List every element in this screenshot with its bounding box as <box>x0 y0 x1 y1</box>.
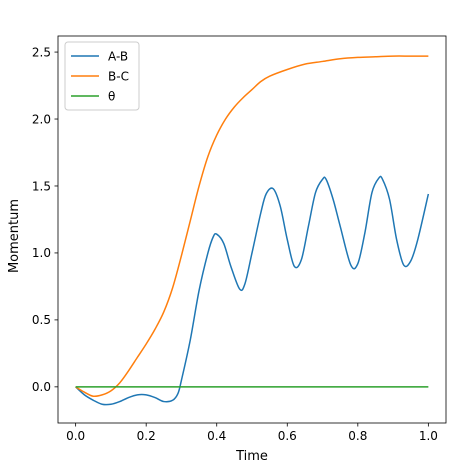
legend-label-3: θ <box>108 89 115 103</box>
x-tick-label: 0.8 <box>348 429 367 443</box>
x-tick-label: 0.0 <box>66 429 85 443</box>
y-axis: 0.0 0.5 1.0 1.5 2.0 2.5 <box>32 45 58 394</box>
legend-label-2: B-C <box>108 69 129 83</box>
series-line-1 <box>75 175 430 406</box>
series-layer <box>75 55 430 406</box>
x-axis: 0.0 0.2 0.4 0.6 0.8 1.0 <box>66 423 438 443</box>
axes-frame <box>57 35 447 424</box>
x-tick-label: 0.4 <box>207 429 226 443</box>
series-line-2 <box>75 55 429 398</box>
x-tick-label: 0.6 <box>278 429 297 443</box>
axes-spines <box>57 35 447 424</box>
y-tick-label: 2.5 <box>32 45 51 59</box>
y-tick-label: 0.5 <box>32 313 51 327</box>
x-axis-title: Time <box>235 449 268 462</box>
y-tick-label: 0.0 <box>32 380 51 394</box>
legend-label-1: A-B <box>108 49 128 63</box>
x-tick-label: 0.2 <box>137 429 156 443</box>
legend: A-B B-C θ <box>64 41 140 111</box>
legend-box <box>64 41 140 111</box>
y-tick-label: 1.5 <box>32 179 51 193</box>
y-axis-title: Momentum <box>7 199 22 273</box>
y-tick-label: 2.0 <box>32 112 51 126</box>
x-tick-label: 1.0 <box>419 429 438 443</box>
y-tick-label: 1.0 <box>32 246 51 260</box>
